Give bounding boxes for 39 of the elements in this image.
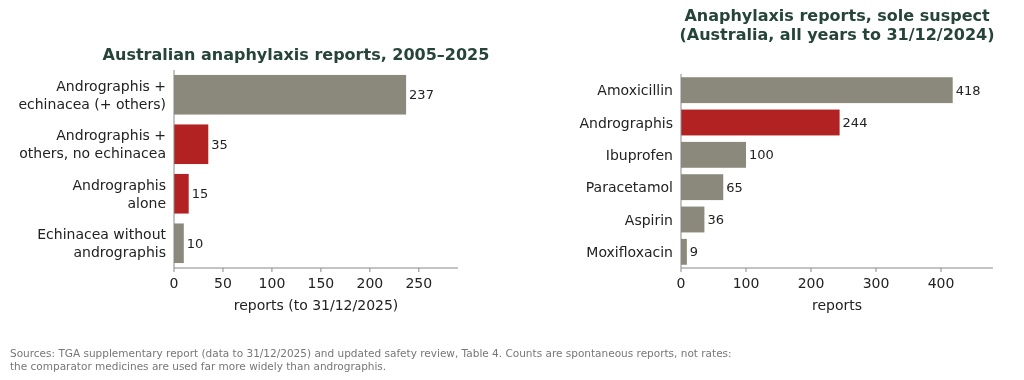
x-tick-label: 0 bbox=[169, 275, 179, 291]
data-label: 9 bbox=[689, 244, 699, 260]
y-tick-label: Echinacea without andrographis bbox=[37, 226, 167, 261]
data-label: 15 bbox=[191, 186, 209, 202]
y-tick-label: Paracetamol bbox=[585, 179, 673, 196]
data-label: 418 bbox=[955, 82, 981, 98]
y-tick-label: Ibuprofen bbox=[605, 146, 673, 163]
y-tick-label: Andrographis alone bbox=[72, 176, 166, 211]
chart-title: Australian anaphylaxis reports, 2005–2025 bbox=[102, 45, 490, 64]
chart-title: Anaphylaxis reports, sole suspect (Australia, all years to 31/12/2024) bbox=[679, 6, 995, 44]
data-label: 36 bbox=[707, 212, 724, 228]
source-note: Sources: TGA supplementary report (data to 31/12/2025) and updated safety review, Table 4. Counts are spontaneous reports, not rates: the comparator medicines are used far more widely than andrographis. bbox=[10, 347, 732, 372]
data-label: 100 bbox=[749, 147, 774, 163]
y-tick-label: Moxifloxacin bbox=[586, 243, 673, 260]
x-tick-label: 50 bbox=[214, 275, 232, 291]
y-tick-label: Andrographis + others, no echinacea bbox=[19, 127, 166, 162]
data-label: 65 bbox=[726, 179, 743, 195]
bar bbox=[174, 173, 189, 214]
x-axis-title: reports bbox=[811, 297, 863, 313]
x-tick-label: 400 bbox=[927, 275, 955, 291]
x-tick-label: 200 bbox=[356, 275, 384, 291]
data-label: 10 bbox=[186, 235, 204, 251]
bar bbox=[174, 124, 209, 165]
y-tick-label: Aspirin bbox=[624, 211, 673, 228]
bar bbox=[681, 109, 840, 136]
y-tick-label: Andrographis bbox=[579, 114, 673, 131]
y-tick-label: Andrographis + echinacea (+ others) bbox=[18, 77, 166, 112]
x-tick-label: 100 bbox=[258, 275, 286, 291]
data-label: 35 bbox=[211, 136, 228, 152]
x-tick-label: 100 bbox=[732, 275, 760, 291]
x-tick-label: 300 bbox=[862, 275, 890, 291]
x-tick-label: 250 bbox=[405, 275, 433, 291]
x-axis-title: reports (to 31/12/2025) bbox=[233, 297, 399, 313]
data-label: 237 bbox=[409, 87, 434, 103]
data-label: 244 bbox=[842, 115, 868, 131]
x-tick-label: 0 bbox=[676, 275, 686, 291]
y-tick-label: Amoxicillin bbox=[597, 82, 673, 99]
x-tick-label: 200 bbox=[797, 275, 825, 291]
x-tick-label: 150 bbox=[307, 275, 335, 291]
